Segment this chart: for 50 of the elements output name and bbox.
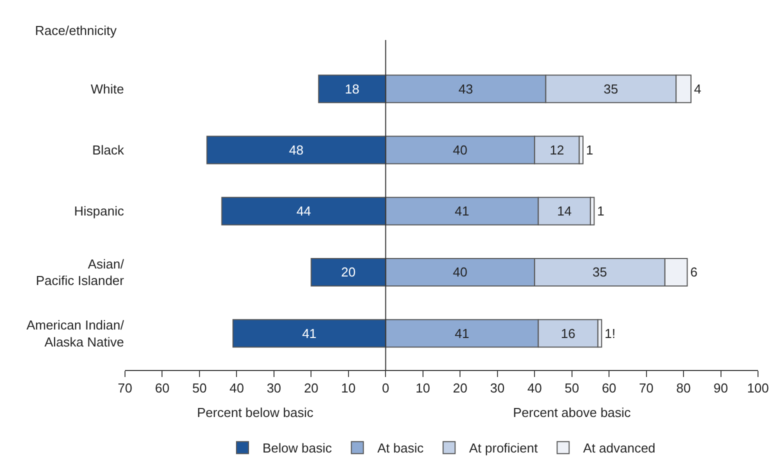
data-label: 35 [604,81,618,96]
y-tick-label: White [90,81,124,96]
data-label: 1 [586,142,594,158]
y-axis-title: Race/ethnicity [35,23,118,38]
data-label: 18 [344,81,360,96]
data-label: 40 [452,264,468,280]
x-tick-label: 30 [266,380,282,396]
x-tick-label: 40 [527,380,542,396]
data-label: 48 [289,142,304,158]
y-tick-label: American Indian/ Alaska Native [26,317,124,350]
x-tick-label: 0 [382,380,390,396]
x-tick-label: 10 [341,380,356,396]
data-label: 43 [458,81,473,96]
x-tick-label: 100 [747,380,769,396]
x-tick-label: 20 [304,380,318,396]
data-label: 41 [454,204,470,219]
y-tick-label: Hispanic [74,204,124,219]
data-label: 4 [694,81,702,96]
x-tick-label: 80 [676,380,691,396]
data-label: 41 [302,326,317,341]
data-label: 1 [597,204,604,219]
x-tick-label: 20 [452,380,468,396]
data-label: 14 [557,204,572,219]
legend-label: Below basic [262,440,332,456]
data-label: 20 [341,264,356,280]
x-tick-label: 10 [416,380,430,396]
x-tick-label: 70 [639,380,654,396]
x-tick-label: 50 [564,380,580,396]
legend-label: At basic [377,440,424,456]
data-label: 1! [604,326,616,341]
x-tick-label: 60 [602,380,616,396]
text: Percent above basic [513,405,632,420]
legend-label: At proficient [469,440,538,456]
x-tick-label: 60 [155,380,170,396]
data-label: 16 [560,326,576,341]
x-tick-label: 70 [118,380,132,396]
legend-label: At advanced [583,440,656,456]
y-tick-label: Asian/ Pacific Islander [36,256,125,288]
x-tick-label: 30 [490,380,505,396]
x-tick-label: 50 [192,380,207,396]
data-label: 35 [592,264,607,280]
data-label: 12 [550,142,564,158]
text: Percent below basic [197,405,314,420]
data-label: 44 [296,204,311,219]
data-label: 41 [454,326,470,341]
data-label: 6 [690,264,698,280]
x-tick-label: 90 [714,380,728,396]
y-tick-label: Black [92,142,124,158]
x-tick-label: 40 [229,380,244,396]
data-label: 40 [452,142,468,158]
